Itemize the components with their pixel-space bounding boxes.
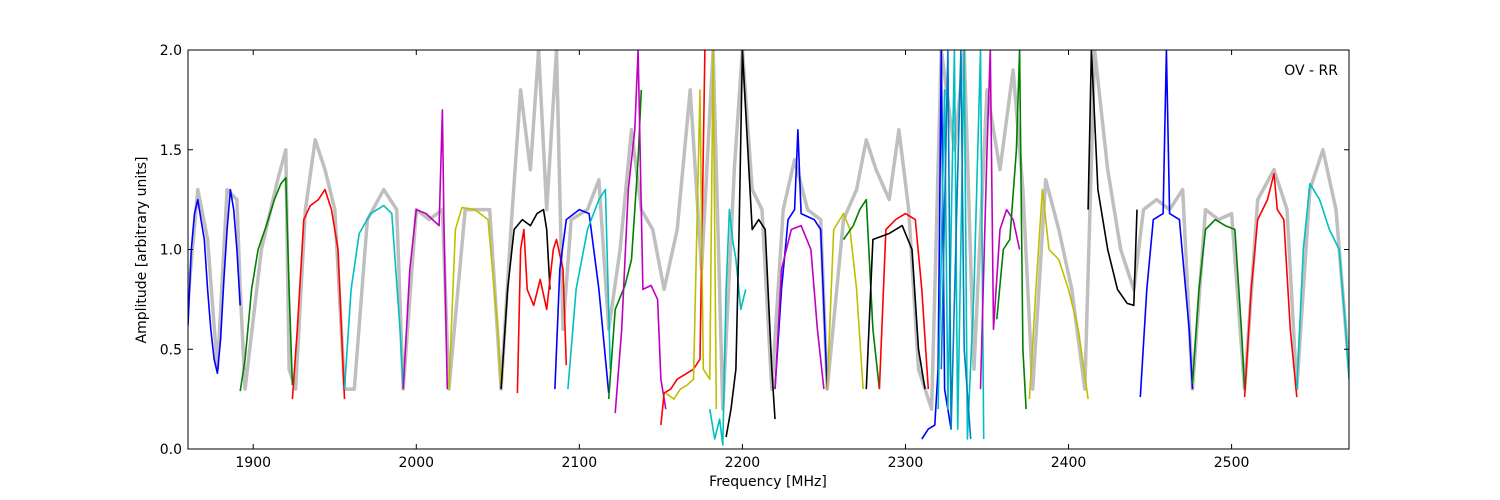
series-line-14 <box>665 50 718 410</box>
x-tick-label: 2100 <box>562 455 598 471</box>
x-tick-label: 2400 <box>1051 455 1087 471</box>
y-tick-label: 0.0 <box>160 442 182 458</box>
y-tick-label: 1.5 <box>160 143 182 159</box>
x-tick-label: 2500 <box>1214 455 1250 471</box>
series-line-9 <box>554 208 610 394</box>
y-tick-label: 2.0 <box>160 43 182 59</box>
plot-background <box>188 50 1349 449</box>
x-axis: 1900 2000 2100 2200 2300 2400 2500 <box>235 50 1249 471</box>
y-tick-label: 1.0 <box>160 243 182 259</box>
x-tick-label: 2300 <box>888 455 924 471</box>
series-line-24 <box>937 50 985 440</box>
series-line-16 <box>725 50 776 438</box>
series-line-22 <box>865 224 926 390</box>
series-line-33 <box>1296 182 1349 390</box>
series-line-19 <box>826 212 864 390</box>
x-tick-label: 2200 <box>725 455 761 471</box>
chart-annotation: OV - RR <box>1284 63 1338 79</box>
x-tick-label: 2000 <box>398 455 434 471</box>
series-line-18 <box>774 224 825 390</box>
background-trace <box>188 50 1349 411</box>
series-line-25 <box>940 50 972 440</box>
plot-area <box>188 50 1349 449</box>
series-line-23 <box>921 50 952 440</box>
series-line-21 <box>878 212 930 390</box>
series-line-2 <box>239 176 294 392</box>
x-tick-label: 1900 <box>235 455 271 471</box>
series-line-28 <box>1028 188 1089 400</box>
y-axis-label: Amplitude [arbitrary units] <box>134 157 150 344</box>
series-line-3 <box>291 188 346 400</box>
series-line-11 <box>607 89 643 400</box>
x-axis-label: Frequency [MHz] <box>709 474 827 490</box>
y-tick-label: 0.5 <box>160 342 182 358</box>
y-axis: 0.0 0.5 1.0 1.5 2.0 <box>160 43 1349 458</box>
series-line-7 <box>500 208 551 390</box>
series-line-30 <box>1139 50 1194 398</box>
series-line-29 <box>1087 50 1138 307</box>
series-line-31 <box>1191 218 1246 390</box>
series-line-17 <box>774 129 828 390</box>
series-line-1 <box>188 188 241 375</box>
series-group <box>188 50 1349 446</box>
series-line-20 <box>842 198 881 390</box>
series-line-12 <box>614 50 667 414</box>
series-line-4 <box>343 204 404 390</box>
series-line-6 <box>448 206 502 390</box>
series-line-27 <box>996 50 1027 410</box>
series-line-13 <box>660 50 706 426</box>
series-line-32 <box>1243 172 1298 398</box>
series-line-10 <box>567 188 612 390</box>
background-series <box>188 50 1349 411</box>
series-line-8 <box>516 228 568 394</box>
series-line-5 <box>402 109 449 390</box>
